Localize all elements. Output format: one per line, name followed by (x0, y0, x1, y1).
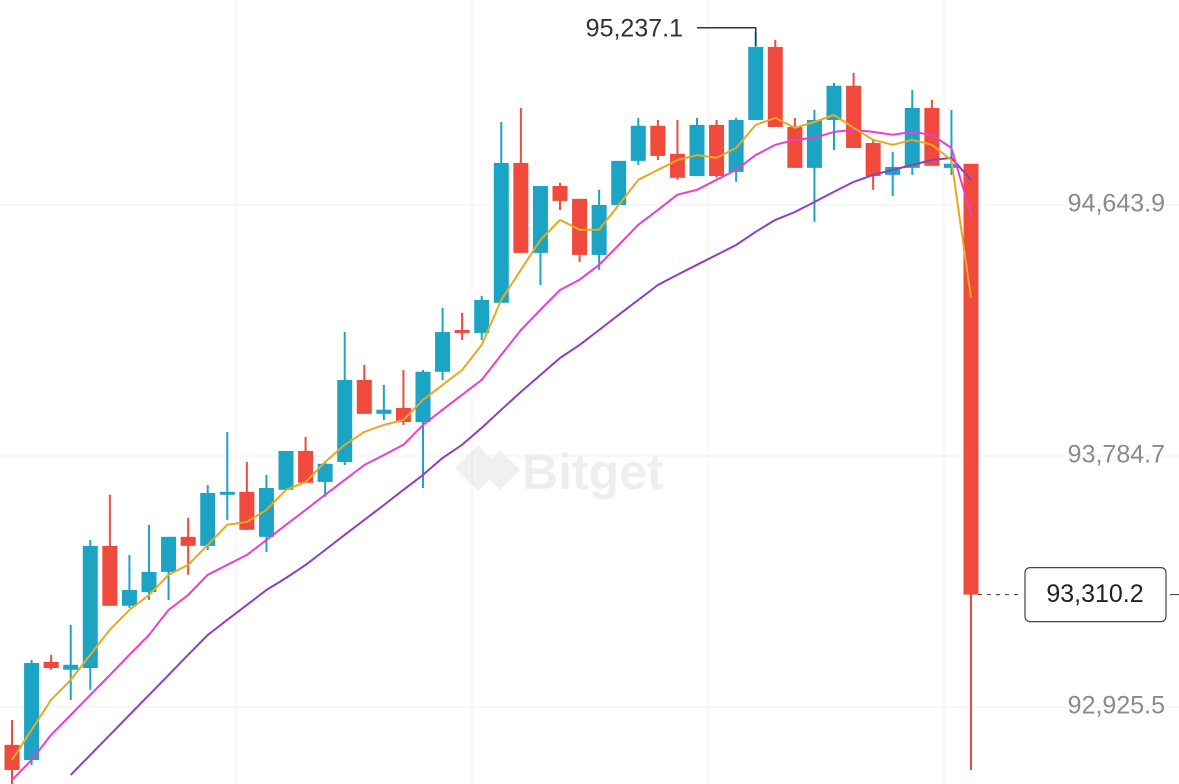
vertical-grid (235, 0, 945, 784)
candle-body (787, 126, 803, 168)
candle-body (689, 124, 705, 177)
candle-body (435, 332, 451, 372)
candle-body (180, 536, 196, 546)
candle-body (317, 463, 333, 482)
watermark-text: Bitget (522, 444, 664, 500)
candle-body (278, 450, 294, 490)
candle-body (552, 185, 568, 201)
candle-body (239, 491, 255, 530)
price-label: 93,310.2 (1046, 580, 1143, 608)
candle-body (611, 160, 627, 205)
candle-body (748, 46, 764, 120)
candle-body (846, 85, 862, 148)
candle-body (493, 162, 509, 303)
candle-body (728, 119, 744, 172)
candle-body (376, 409, 392, 414)
candle-body (630, 125, 646, 161)
candle-body (219, 491, 235, 495)
candle-body (43, 661, 59, 668)
y-tick-label: 93,784.7 (1068, 441, 1165, 469)
candle-body (865, 143, 881, 177)
candle-body (200, 493, 216, 546)
candle-body (474, 299, 490, 333)
watermark: Bitget (455, 444, 664, 500)
candle-body (395, 407, 411, 423)
candle-body (161, 536, 177, 572)
high-marker-label: 95,237.1 (586, 14, 683, 42)
watermark-logo (455, 445, 520, 491)
candle-body (826, 85, 842, 120)
candle-body (141, 571, 157, 593)
candle-body (4, 744, 20, 770)
y-tick-label: 92,925.5 (1068, 692, 1165, 720)
candle-body (650, 125, 666, 156)
candle-body (669, 153, 685, 178)
candle-body (924, 107, 940, 166)
candle-body (513, 162, 529, 253)
candle-body (24, 663, 40, 761)
high-marker-line (697, 26, 757, 46)
candle-body (709, 124, 725, 177)
candle-body (102, 545, 118, 606)
candle-body (82, 545, 98, 668)
ma-line (69, 156, 972, 776)
candle-body (532, 185, 548, 253)
candle-body (356, 379, 372, 414)
candle-body (121, 589, 137, 606)
candle-body (415, 371, 431, 423)
candle-body (767, 46, 783, 127)
candle-body (454, 329, 470, 333)
candle-body (258, 488, 274, 537)
candle-body (963, 163, 979, 595)
candles (4, 31, 979, 784)
candle-body (572, 198, 588, 255)
candle-body (904, 107, 920, 168)
ma-line (11, 114, 972, 761)
price-box (1024, 567, 1167, 623)
candle-body (806, 119, 822, 168)
candle-body (63, 664, 79, 670)
ma-line (11, 128, 972, 781)
candle-body (298, 450, 314, 483)
y-tick-label: 94,643.9 (1068, 190, 1165, 218)
